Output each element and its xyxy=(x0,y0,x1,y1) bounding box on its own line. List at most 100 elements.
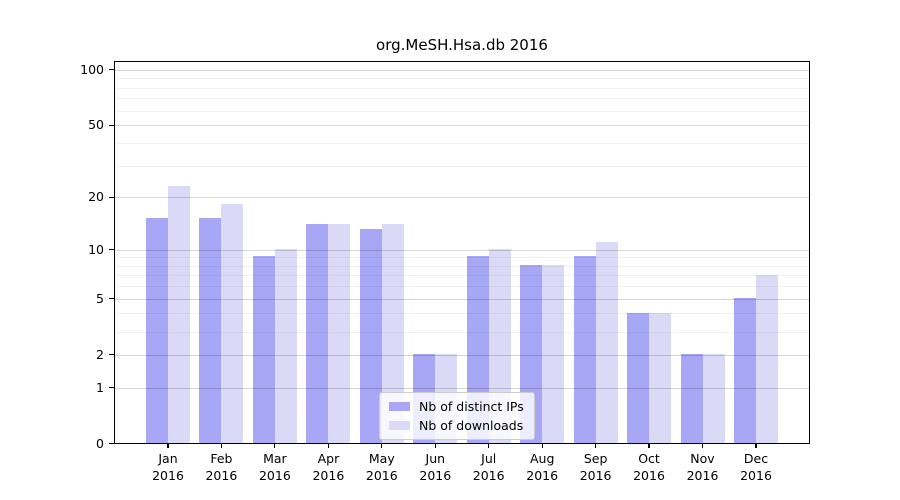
y-gridline-minor xyxy=(115,98,809,100)
x-tick-year: 2016 xyxy=(740,467,772,483)
y-gridline-minor xyxy=(115,110,809,112)
x-tick-month: Feb xyxy=(210,451,233,466)
x-tick-month: Oct xyxy=(638,451,660,466)
y-tick-mark xyxy=(109,443,114,445)
bar-downloads xyxy=(381,223,404,443)
bar-distinct-ips xyxy=(146,218,168,443)
x-tick-year: 2016 xyxy=(686,467,719,483)
y-gridline-major xyxy=(115,354,809,356)
y-gridline-major xyxy=(115,387,809,389)
x-tick-year: 2016 xyxy=(633,467,665,483)
x-tick-label: Oct 2016 xyxy=(619,451,679,485)
y-gridline-minor xyxy=(115,265,809,267)
bar-distinct-ips xyxy=(680,354,703,443)
legend-item-distinct-ips: Nb of distinct IPs xyxy=(389,397,524,416)
x-tick-month: Jul xyxy=(481,451,497,466)
x-tick-year: 2016 xyxy=(472,467,505,483)
x-tick-month: Sep xyxy=(583,451,608,466)
bar-downloads xyxy=(328,223,351,443)
bar-distinct-ips xyxy=(734,297,756,443)
x-tick-year: 2016 xyxy=(312,467,345,483)
legend-swatch-distinct-ips xyxy=(389,402,410,411)
y-gridline-minor xyxy=(115,165,809,167)
x-tick-month: Jan xyxy=(158,451,178,466)
chart-title: org.MeSH.Hsa.db 2016 xyxy=(376,36,548,54)
y-tick-label: 2 xyxy=(96,346,104,362)
x-tick-year: 2016 xyxy=(365,467,398,483)
bar-distinct-ips xyxy=(306,223,329,443)
y-tick-label: 100 xyxy=(80,61,104,77)
x-tick-label: Aug 2016 xyxy=(512,451,572,485)
y-tick-mark xyxy=(109,124,114,126)
legend-label-downloads: Nb of downloads xyxy=(419,418,524,433)
bar-downloads xyxy=(702,354,725,443)
y-tick-mark xyxy=(109,196,114,198)
x-tick-mark xyxy=(327,444,329,448)
x-tick-label: Nov 2016 xyxy=(673,451,733,485)
x-tick-label: May 2016 xyxy=(352,451,412,485)
y-gridline-major xyxy=(115,249,809,251)
bar-downloads xyxy=(274,248,297,443)
x-tick-year: 2016 xyxy=(258,467,291,483)
bar-downloads xyxy=(221,204,244,443)
x-tick-mark xyxy=(648,444,650,448)
x-tick-month: Mar xyxy=(263,451,287,466)
bar-downloads xyxy=(756,274,778,443)
legend-swatch-downloads xyxy=(389,421,410,430)
y-gridline-major xyxy=(115,69,809,71)
y-tick-label: 20 xyxy=(88,189,104,205)
y-gridline-major xyxy=(115,197,809,199)
x-tick-label: Jun 2016 xyxy=(405,451,465,485)
y-gridline-major xyxy=(115,298,809,300)
legend-label-distinct-ips: Nb of distinct IPs xyxy=(419,399,524,414)
y-tick-mark xyxy=(109,69,114,71)
x-tick-mark xyxy=(167,444,169,448)
x-tick-label: Mar 2016 xyxy=(245,451,305,485)
bar-downloads xyxy=(542,264,565,443)
bar-downloads xyxy=(595,241,618,443)
y-tick-label: 1 xyxy=(96,379,104,395)
y-gridline-minor xyxy=(115,257,809,259)
y-gridline-minor xyxy=(115,275,809,277)
x-tick-mark xyxy=(541,444,543,448)
x-tick-year: 2016 xyxy=(419,467,452,483)
x-tick-label: Sep 2016 xyxy=(566,451,626,485)
y-gridline-major xyxy=(115,125,809,127)
y-tick-label: 5 xyxy=(96,290,104,306)
x-tick-year: 2016 xyxy=(526,467,559,483)
y-tick-label: 0 xyxy=(96,435,104,451)
y-tick-mark xyxy=(109,248,114,251)
x-tick-mark xyxy=(595,444,597,448)
x-tick-label: Feb 2016 xyxy=(191,451,251,485)
y-tick-mark xyxy=(109,387,114,389)
x-tick-mark xyxy=(701,444,704,448)
x-tick-month: May xyxy=(368,451,395,466)
x-tick-label: Dec 2016 xyxy=(726,451,786,485)
x-tick-mark xyxy=(381,444,383,448)
y-gridline-minor xyxy=(115,331,809,333)
x-tick-label: Jan 2016 xyxy=(138,451,198,485)
y-gridline-minor xyxy=(115,78,809,80)
x-tick-month: Jun xyxy=(425,451,446,466)
x-tick-month: Aug xyxy=(529,451,555,466)
x-tick-month: Apr xyxy=(317,451,340,466)
x-tick-mark xyxy=(755,444,757,448)
x-tick-mark xyxy=(274,444,276,448)
y-gridline-minor xyxy=(115,87,809,89)
y-tick-mark xyxy=(109,354,114,356)
plot-area xyxy=(114,61,810,444)
bar-distinct-ips xyxy=(627,312,649,443)
x-tick-label: Apr 2016 xyxy=(298,451,358,485)
bar-downloads xyxy=(649,312,671,443)
x-tick-mark xyxy=(434,444,436,448)
legend-item-downloads: Nb of downloads xyxy=(389,416,524,435)
x-tick-month: Nov xyxy=(690,451,715,466)
x-tick-mark xyxy=(220,444,222,448)
y-tick-label: 50 xyxy=(88,117,104,133)
x-tick-month: Dec xyxy=(743,451,769,466)
bar-distinct-ips xyxy=(252,256,275,443)
y-tick-label: 10 xyxy=(88,241,104,257)
y-gridline-minor xyxy=(115,142,809,144)
y-gridline-minor xyxy=(115,286,809,288)
